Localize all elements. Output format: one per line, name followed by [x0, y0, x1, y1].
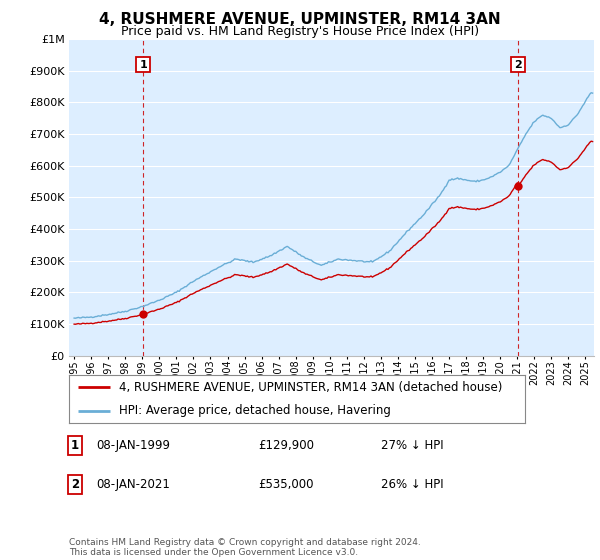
Text: 08-JAN-1999: 08-JAN-1999: [96, 438, 170, 452]
Text: 4, RUSHMERE AVENUE, UPMINSTER, RM14 3AN: 4, RUSHMERE AVENUE, UPMINSTER, RM14 3AN: [99, 12, 501, 27]
Text: 1: 1: [71, 438, 79, 452]
Text: 27% ↓ HPI: 27% ↓ HPI: [381, 438, 443, 452]
Text: 1: 1: [139, 59, 147, 69]
Text: 08-JAN-2021: 08-JAN-2021: [96, 478, 170, 491]
Text: £535,000: £535,000: [258, 478, 314, 491]
Text: HPI: Average price, detached house, Havering: HPI: Average price, detached house, Have…: [119, 404, 391, 417]
Text: Contains HM Land Registry data © Crown copyright and database right 2024.
This d: Contains HM Land Registry data © Crown c…: [69, 538, 421, 557]
Text: 26% ↓ HPI: 26% ↓ HPI: [381, 478, 443, 491]
Text: Price paid vs. HM Land Registry's House Price Index (HPI): Price paid vs. HM Land Registry's House …: [121, 25, 479, 38]
Text: 2: 2: [514, 59, 522, 69]
Text: 4, RUSHMERE AVENUE, UPMINSTER, RM14 3AN (detached house): 4, RUSHMERE AVENUE, UPMINSTER, RM14 3AN …: [119, 381, 503, 394]
Text: 2: 2: [71, 478, 79, 491]
Text: £129,900: £129,900: [258, 438, 314, 452]
